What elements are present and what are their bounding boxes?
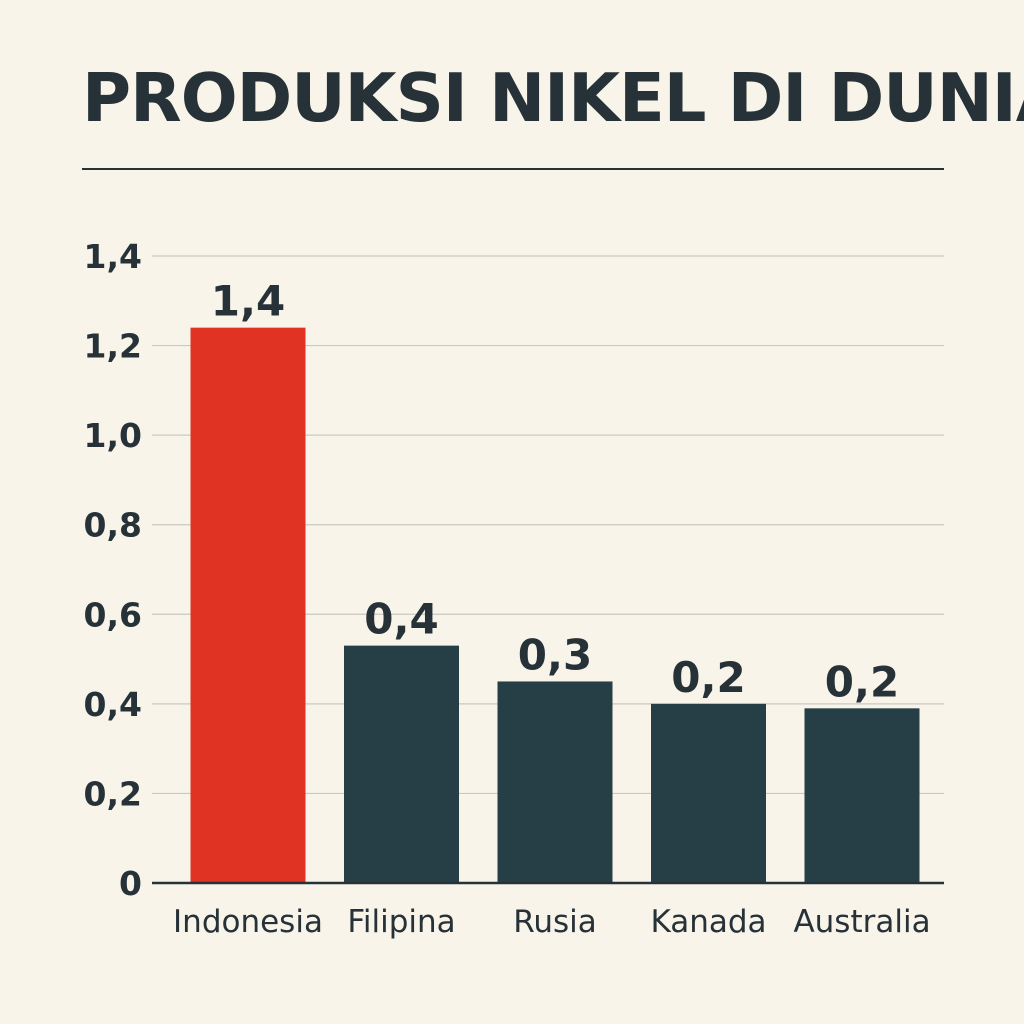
category-label: Rusia bbox=[513, 904, 597, 940]
x-axis-categories: Indonesia Filipina Rusia Kanada Australia bbox=[173, 904, 931, 940]
bar-indonesia bbox=[190, 327, 306, 884]
bar-rusia bbox=[497, 681, 613, 883]
value-label: 0,2 bbox=[825, 657, 899, 706]
y-tick-label: 1,0 bbox=[84, 416, 142, 455]
category-label: Filipina bbox=[347, 904, 455, 940]
y-tick-label: 1,4 bbox=[84, 237, 142, 276]
bar-kanada bbox=[651, 703, 766, 883]
bar-filipina bbox=[344, 645, 459, 883]
y-tick-label: 0,8 bbox=[84, 506, 142, 545]
y-tick-label: 0 bbox=[119, 864, 142, 903]
value-label: 0,2 bbox=[671, 653, 745, 702]
chart-title: PRODUKSI NIKEL DI DUNIA bbox=[82, 59, 1024, 137]
value-labels: 1,4 0,4 0,3 0,2 0,2 bbox=[211, 277, 899, 707]
y-tick-label: 0,2 bbox=[84, 774, 142, 813]
y-tick-label: 1,2 bbox=[84, 327, 142, 366]
y-tick-label: 0,6 bbox=[84, 595, 142, 634]
value-label: 0,4 bbox=[364, 595, 438, 644]
y-axis-ticks: 0 0,2 0,4 0,6 0,8 1,0 1,2 1,4 bbox=[84, 237, 142, 903]
bars bbox=[190, 327, 920, 884]
category-label: Kanada bbox=[650, 904, 766, 940]
category-label: Australia bbox=[793, 904, 930, 940]
y-tick-label: 0,4 bbox=[84, 685, 142, 724]
bar-australia bbox=[804, 708, 920, 883]
value-label: 1,4 bbox=[211, 277, 285, 326]
category-label: Indonesia bbox=[173, 904, 323, 940]
value-label: 0,3 bbox=[518, 630, 592, 679]
title-divider bbox=[82, 168, 944, 170]
